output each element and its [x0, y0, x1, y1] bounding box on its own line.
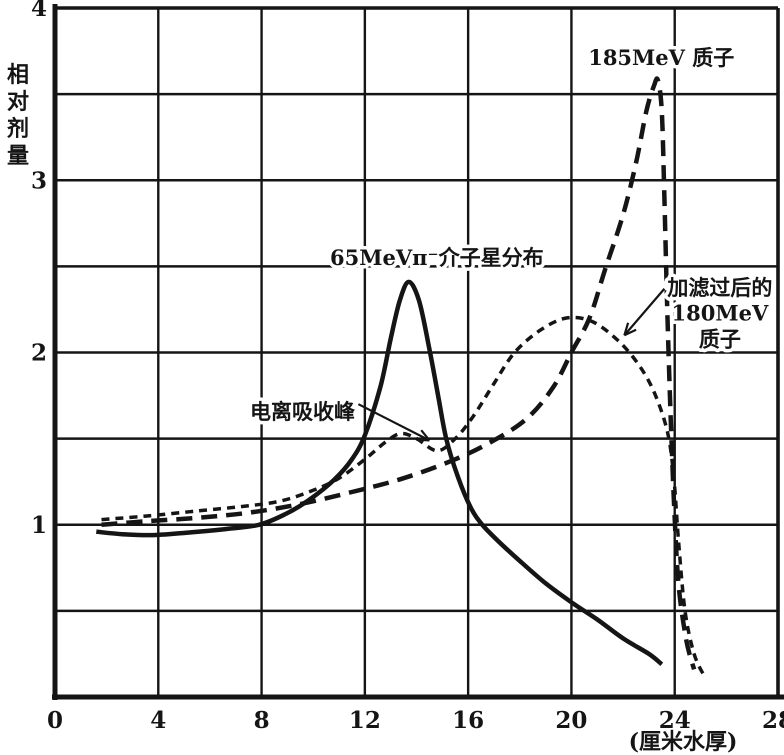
x-tick-label: 28 [762, 707, 784, 734]
x-tick-label: 0 [47, 707, 63, 734]
y-tick-label: 1 [31, 512, 47, 539]
annotation-label-ionization-peak: 电离吸收峰 [250, 399, 355, 424]
annotation-arrow-head [416, 438, 430, 442]
y-tick-label: 4 [31, 0, 47, 22]
curve-proton-185mev [101, 76, 697, 671]
annotation-label-proton-180-filtered-line0: 加滤过后的 [666, 275, 772, 300]
y-axis-title-char: 相 [7, 62, 29, 88]
annotation-label-pion-65: 65MeVπ⁻介子星分布 [330, 245, 544, 270]
y-axis-title-char: 对 [7, 89, 29, 115]
y-axis-title-char: 剂 [7, 116, 29, 142]
y-axis-title-char: 量 [7, 143, 29, 169]
y-tick-label: 3 [31, 167, 47, 194]
annotation-arrow-head [623, 328, 637, 337]
annotation-arrow-line [623, 288, 666, 336]
x-tick-label: 24 [659, 707, 691, 734]
annotation-arrow-head [420, 429, 431, 442]
annotation-label-proton-180-filtered-line2: 质子 [699, 327, 741, 352]
annotation-arrow-line [357, 403, 430, 442]
annotation-label-proton-185: 185MeV 质子 [588, 45, 734, 70]
y-tick-label: 2 [31, 340, 47, 367]
x-tick-label: 4 [150, 707, 166, 734]
curve-proton-180mev-filtered [101, 315, 706, 678]
x-axis-title: (厘米水厚) [629, 729, 738, 755]
annotation-label-proton-180-filtered-line1: 180MeV [672, 301, 769, 326]
x-tick-label: 8 [254, 707, 270, 734]
x-tick-label: 16 [452, 707, 484, 734]
curve-pion-65mev-star [96, 279, 664, 667]
annotation-arrow-head [623, 322, 630, 336]
x-tick-label: 20 [555, 707, 587, 734]
x-tick-label: 12 [349, 707, 381, 734]
